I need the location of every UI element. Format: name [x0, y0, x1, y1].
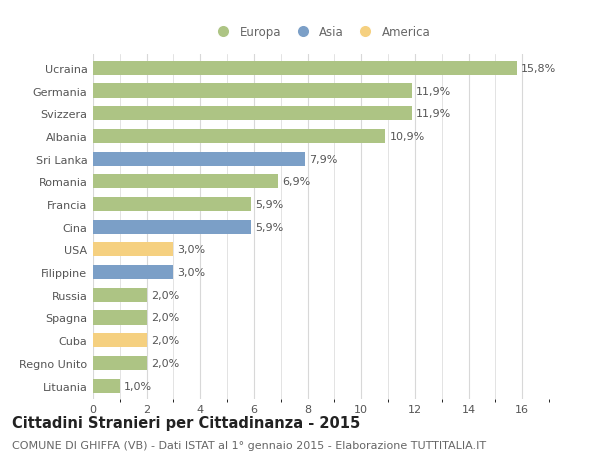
Text: 5,9%: 5,9%	[255, 222, 284, 232]
Bar	[93, 220, 251, 234]
Bar	[93, 356, 146, 370]
Text: 6,9%: 6,9%	[282, 177, 310, 187]
Text: 3,0%: 3,0%	[178, 268, 206, 278]
Text: 11,9%: 11,9%	[416, 86, 451, 96]
Bar	[93, 288, 146, 302]
Bar	[93, 175, 278, 189]
Text: 3,0%: 3,0%	[178, 245, 206, 255]
Bar	[93, 197, 251, 212]
Text: COMUNE DI GHIFFA (VB) - Dati ISTAT al 1° gennaio 2015 - Elaborazione TUTTITALIA.: COMUNE DI GHIFFA (VB) - Dati ISTAT al 1°…	[12, 440, 486, 450]
Bar	[93, 129, 385, 144]
Text: 10,9%: 10,9%	[389, 132, 425, 142]
Text: 2,0%: 2,0%	[151, 290, 179, 300]
Text: 7,9%: 7,9%	[309, 154, 337, 164]
Bar	[93, 107, 412, 121]
Bar	[93, 333, 146, 347]
Bar	[93, 311, 146, 325]
Text: 2,0%: 2,0%	[151, 358, 179, 368]
Text: 5,9%: 5,9%	[255, 200, 284, 210]
Bar	[93, 265, 173, 280]
Text: 15,8%: 15,8%	[521, 64, 556, 73]
Bar	[93, 62, 517, 76]
Text: 11,9%: 11,9%	[416, 109, 451, 119]
Bar	[93, 243, 173, 257]
Text: 2,0%: 2,0%	[151, 313, 179, 323]
Bar	[93, 379, 120, 393]
Text: 1,0%: 1,0%	[124, 381, 152, 391]
Text: Cittadini Stranieri per Cittadinanza - 2015: Cittadini Stranieri per Cittadinanza - 2…	[12, 415, 360, 431]
Bar	[93, 152, 305, 166]
Legend: Europa, Asia, America: Europa, Asia, America	[207, 22, 435, 44]
Bar	[93, 84, 412, 98]
Text: 2,0%: 2,0%	[151, 336, 179, 346]
